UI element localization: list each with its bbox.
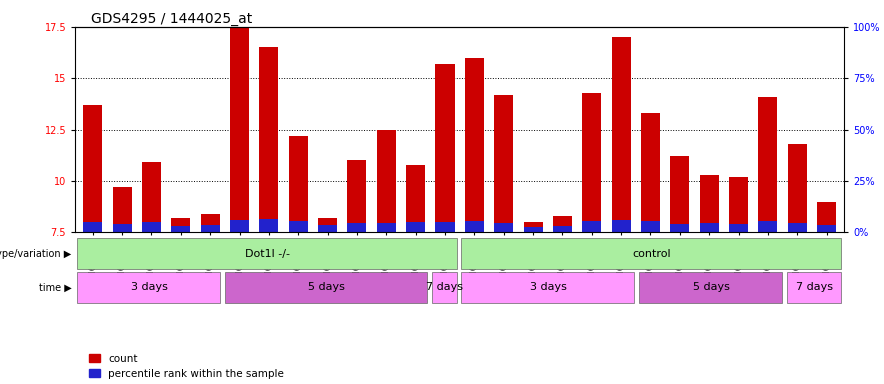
Bar [552, 216, 572, 232]
Bar [787, 272, 842, 303]
Bar [461, 272, 634, 303]
Bar [758, 97, 777, 232]
Bar [347, 161, 367, 232]
Bar [436, 64, 454, 232]
Bar [201, 225, 220, 232]
Bar [523, 227, 543, 232]
Bar [83, 222, 103, 232]
Bar [171, 218, 190, 232]
Bar [817, 202, 836, 232]
Text: control: control [633, 248, 671, 259]
Bar [259, 219, 278, 232]
Bar [583, 93, 601, 232]
Bar [670, 156, 690, 232]
Bar [729, 224, 748, 232]
Bar [788, 223, 807, 232]
Text: genotype/variation ▶: genotype/variation ▶ [0, 248, 72, 259]
Bar [112, 224, 132, 232]
Bar [230, 220, 249, 232]
Bar [406, 164, 425, 232]
Text: GDS4295 / 1444025_at: GDS4295 / 1444025_at [90, 12, 252, 26]
Bar [670, 224, 690, 232]
Bar [641, 221, 660, 232]
Text: 5 days: 5 days [309, 282, 345, 293]
Bar [465, 58, 484, 232]
Bar [318, 225, 337, 232]
Bar [225, 272, 427, 303]
Bar [83, 105, 103, 232]
Bar [699, 175, 719, 232]
Bar [729, 177, 748, 232]
Text: 3 days: 3 days [131, 282, 168, 293]
Text: 7 days: 7 days [796, 282, 833, 293]
Text: time ▶: time ▶ [39, 282, 72, 293]
Bar [230, 27, 249, 232]
Bar [377, 129, 396, 232]
Bar [494, 95, 514, 232]
Bar [612, 220, 630, 232]
Bar [552, 226, 572, 232]
Bar [523, 222, 543, 232]
Bar [494, 223, 514, 232]
Bar [112, 187, 132, 232]
Text: Dot1l -/-: Dot1l -/- [245, 248, 290, 259]
Bar [347, 223, 367, 232]
Bar [318, 218, 337, 232]
Bar [612, 37, 630, 232]
Bar [436, 222, 454, 232]
Bar [788, 144, 807, 232]
Bar [289, 221, 308, 232]
Text: 7 days: 7 days [426, 282, 463, 293]
Bar [638, 272, 782, 303]
Bar [259, 47, 278, 232]
Bar [377, 223, 396, 232]
Bar [289, 136, 308, 232]
Bar [201, 214, 220, 232]
Text: 3 days: 3 days [530, 282, 567, 293]
Bar [142, 222, 161, 232]
Bar [699, 223, 719, 232]
Bar [406, 222, 425, 232]
Bar [583, 221, 601, 232]
Bar [465, 221, 484, 232]
Bar [431, 272, 457, 303]
Bar [641, 113, 660, 232]
Bar [142, 162, 161, 232]
Bar [817, 225, 836, 232]
Bar [77, 272, 220, 303]
Bar [171, 226, 190, 232]
Bar [77, 238, 457, 269]
Bar [461, 238, 842, 269]
Bar [758, 221, 777, 232]
Text: 5 days: 5 days [693, 282, 729, 293]
Legend: count, percentile rank within the sample: count, percentile rank within the sample [89, 354, 284, 379]
